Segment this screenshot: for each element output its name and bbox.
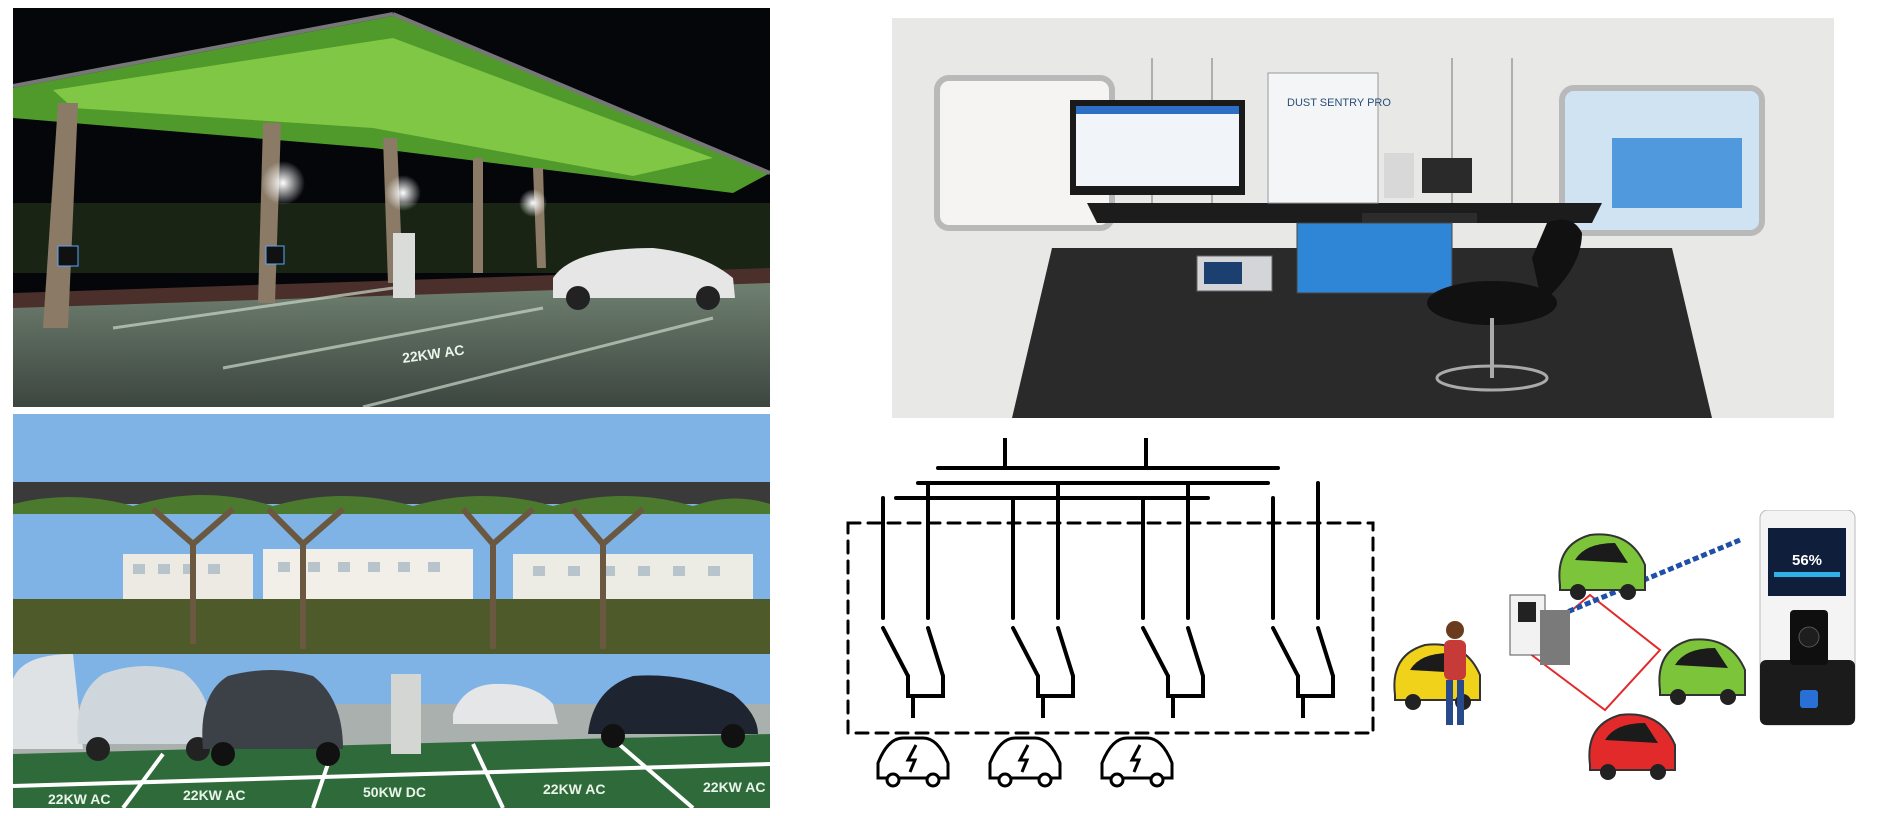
day-bay-label-5: 22KW AC	[703, 779, 766, 795]
day-bay-label-1: 22KW AC	[48, 791, 111, 807]
night-charger-post	[393, 233, 415, 298]
charger-canvas: 56%	[1759, 510, 1856, 726]
charger-display-value: 56%	[1792, 552, 1822, 569]
mobile-lab-van-interior-photo: DUST SENTRY PRO	[892, 18, 1834, 418]
switch-2	[1011, 481, 1075, 698]
switch-1	[881, 481, 945, 698]
day-parked-cars	[13, 654, 758, 766]
ev-car-icon	[1100, 736, 1174, 788]
illustrated-ev-car	[1393, 643, 1481, 710]
blue-cabinet	[1296, 222, 1453, 294]
day-charger-post	[391, 674, 421, 754]
van-photo-canvas: DUST SENTRY PRO	[892, 18, 1834, 418]
illustrated-ev-car	[1588, 713, 1676, 780]
person-figure	[1444, 621, 1466, 725]
day-photo-canvas: 22KW AC 22KW AC 50KW DC 22KW AC 22KW AC	[13, 414, 770, 808]
schematic-canvas	[846, 438, 1375, 788]
ev-car-icon	[876, 736, 950, 788]
switch-3	[1141, 481, 1205, 698]
ev-car-icon	[988, 736, 1062, 788]
night-photo-canvas: 22KW AC	[13, 8, 770, 407]
instrument-box-label: DUST SENTRY PRO	[1287, 97, 1391, 109]
wallbox-charger-device: 56%	[1750, 510, 1870, 730]
charging-circuit-schematic	[808, 438, 1378, 808]
day-canopy	[13, 495, 770, 514]
van-desk	[1087, 203, 1602, 223]
data-link	[1559, 537, 1741, 618]
day-bay-label-4: 22KW AC	[543, 781, 606, 797]
ev-charging-illustration	[1360, 500, 1880, 790]
illustrated-ev-car	[1558, 533, 1646, 600]
day-bay-label-3: 50KW DC	[363, 784, 426, 800]
charger-screen	[1768, 528, 1846, 596]
brand-logo-icon	[1800, 690, 1818, 708]
switch-4	[1271, 481, 1335, 698]
day-bay-label-2: 22KW AC	[183, 787, 246, 803]
breaker-enclosure	[846, 521, 1375, 735]
day-charging-station-photo: 22KW AC 22KW AC 50KW DC 22KW AC 22KW AC	[13, 414, 770, 808]
illustration-canvas	[1393, 533, 1746, 780]
dust-sentry-instrument	[1267, 72, 1379, 204]
night-white-car	[553, 248, 735, 310]
charging-station	[1509, 594, 1570, 665]
lab-stool	[1427, 219, 1582, 392]
illustrated-ev-car	[1658, 638, 1746, 705]
night-charging-station-photo: 22KW AC	[13, 8, 770, 407]
